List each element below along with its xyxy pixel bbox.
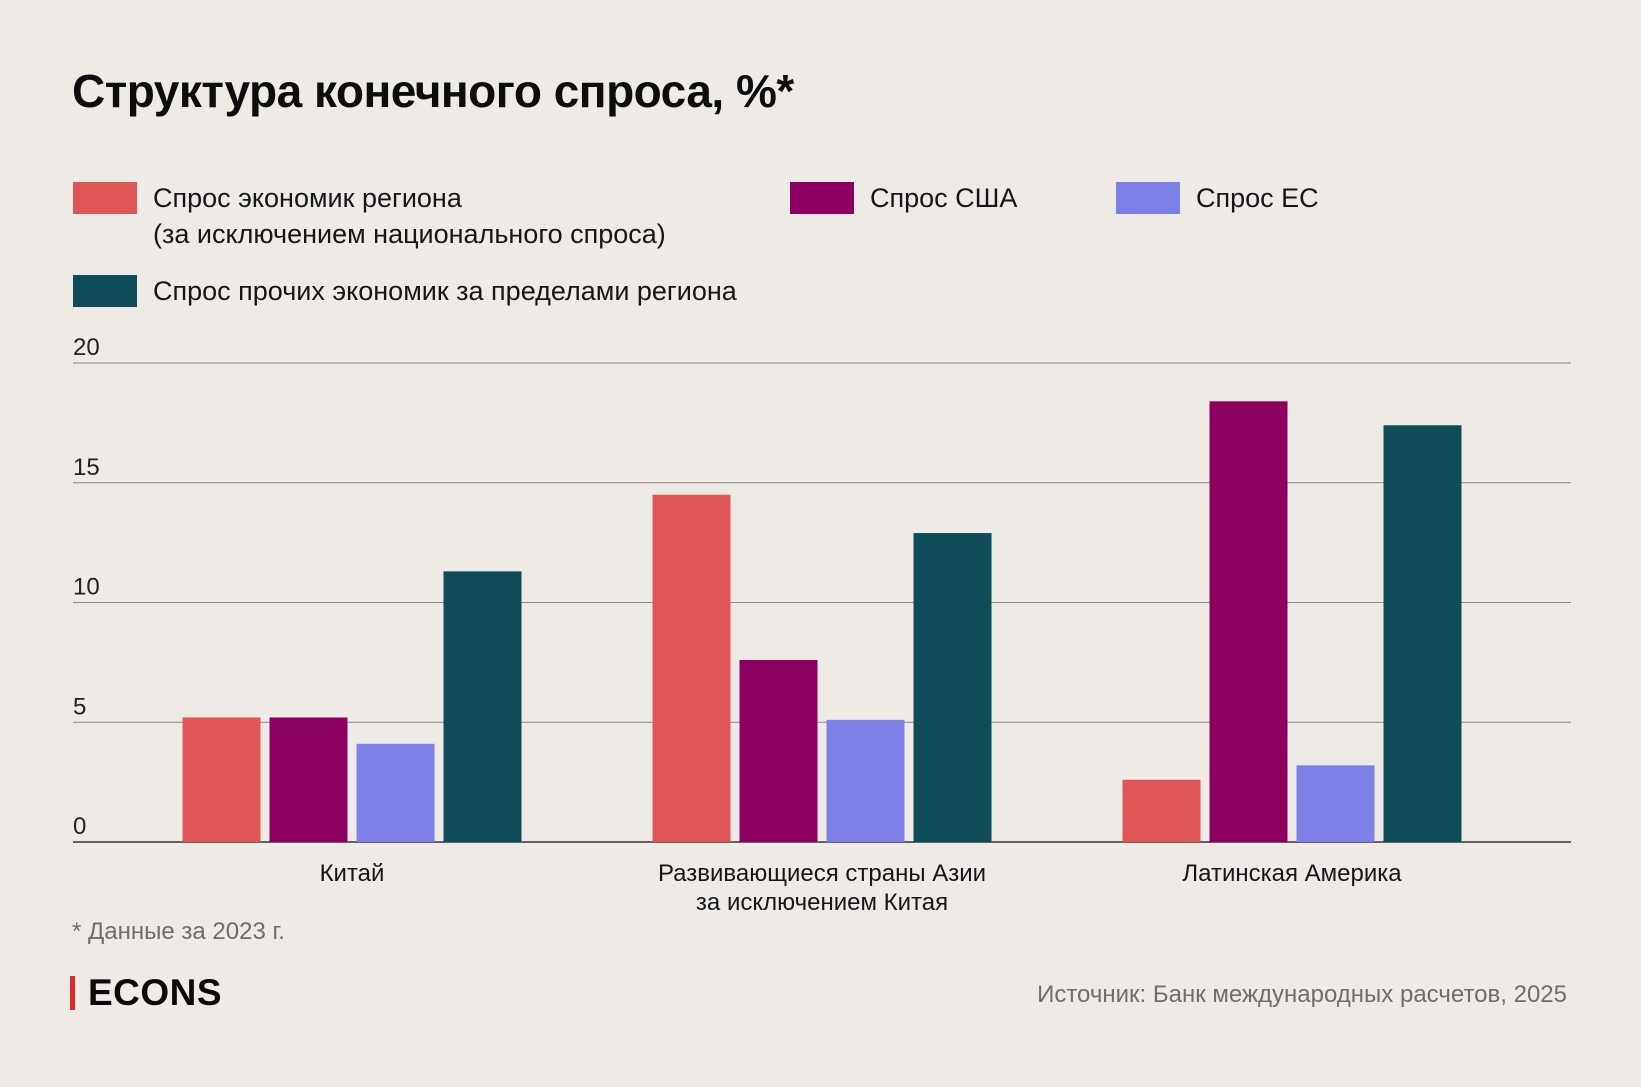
footnote: * Данные за 2023 г.	[72, 918, 285, 945]
bar-0-0	[182, 717, 261, 842]
legend-swatch-regional-demand	[73, 182, 137, 214]
legend-item-eu-demand: Спрос ЕС	[1116, 180, 1319, 216]
source-note: Источник: Банк международных расчетов, 2…	[1037, 981, 1567, 1008]
legend-label-other-demand: Спрос прочих экономик за пределами регио…	[153, 276, 737, 306]
x-category-label-2: Латинская Америка	[1182, 860, 1402, 887]
bar-1-2	[826, 719, 905, 842]
y-tick-label-20: 20	[73, 334, 100, 361]
legend-label-eu-demand: Спрос ЕС	[1196, 183, 1319, 213]
brand-accent-bar	[70, 976, 75, 1010]
bar-chart: 0 5 10 15 20 Китай Развивающиеся страны Азии за…	[73, 334, 1571, 916]
bar-0-2	[356, 743, 435, 842]
legend-item-us-demand: Спрос США	[790, 180, 1017, 216]
bar-0-1	[269, 717, 348, 842]
y-tick-label-0: 0	[73, 813, 86, 840]
x-category-label-0: Китай	[320, 860, 385, 887]
chart-title: Структура конечного спроса, %*	[72, 65, 794, 117]
bar-2-2	[1296, 765, 1375, 842]
legend-swatch-eu-demand	[1116, 182, 1180, 214]
bar-0-3	[443, 571, 522, 842]
y-tick-label-5: 5	[73, 693, 86, 720]
bar-1-3	[913, 533, 992, 842]
brand-name: ECONS	[88, 972, 223, 1013]
x-category-label-1: Развивающиеся страны Азии за исключением …	[658, 860, 986, 916]
bar-1-0	[652, 494, 731, 842]
legend-item-regional-demand: Спрос экономик региона (за исключением н…	[73, 180, 666, 252]
y-tick-label-10: 10	[73, 574, 100, 601]
y-tick-label-15: 15	[73, 454, 100, 481]
bar-2-0	[1122, 779, 1201, 842]
legend-label-us-demand: Спрос США	[870, 183, 1018, 213]
bar-2-1	[1209, 401, 1288, 842]
bar-2-3	[1383, 425, 1462, 842]
legend-swatch-other-demand	[73, 275, 137, 307]
legend-label-regional-demand: Спрос экономик региона (за исключением н…	[153, 183, 666, 249]
legend-item-other-demand: Спрос прочих экономик за пределами регио…	[73, 273, 737, 309]
bar-1-1	[739, 659, 818, 842]
econs-logo: ECONS	[70, 972, 222, 1014]
legend-swatch-us-demand	[790, 182, 854, 214]
